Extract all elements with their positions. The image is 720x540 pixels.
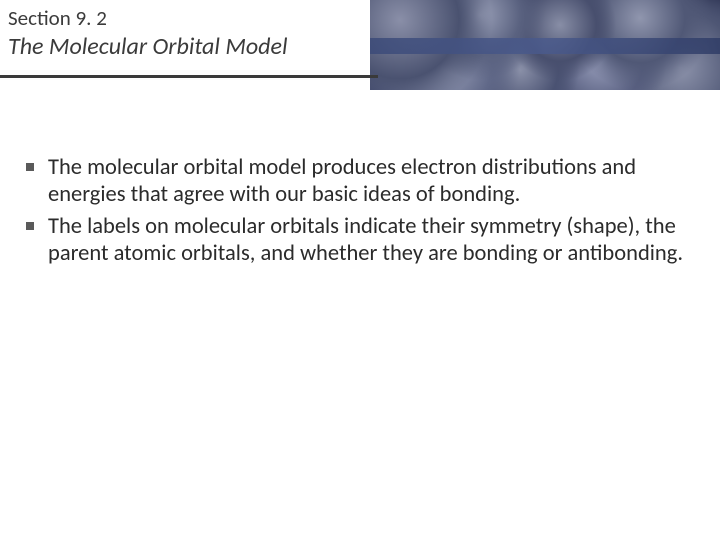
- section-label: Section 9. 2: [8, 6, 287, 31]
- banner-stripe: [370, 38, 720, 54]
- header-graphic: [370, 0, 720, 90]
- slide-header: Section 9. 2 The Molecular Orbital Model: [0, 0, 720, 90]
- title-underline: [0, 75, 378, 78]
- bullet-text: The labels on molecular orbitals indicat…: [48, 213, 683, 267]
- bullet-text: The molecular orbital model produces ele…: [48, 154, 636, 208]
- list-item: The molecular orbital model produces ele…: [20, 154, 700, 209]
- section-title: The Molecular Orbital Model: [8, 33, 287, 62]
- list-item: The labels on molecular orbitals indicat…: [20, 213, 700, 268]
- bullet-marker-icon: [26, 222, 34, 230]
- slide-content: The molecular orbital model produces ele…: [20, 154, 700, 272]
- bullet-list: The molecular orbital model produces ele…: [20, 154, 700, 268]
- bullet-marker-icon: [26, 163, 34, 171]
- header-text-block: Section 9. 2 The Molecular Orbital Model: [8, 6, 287, 62]
